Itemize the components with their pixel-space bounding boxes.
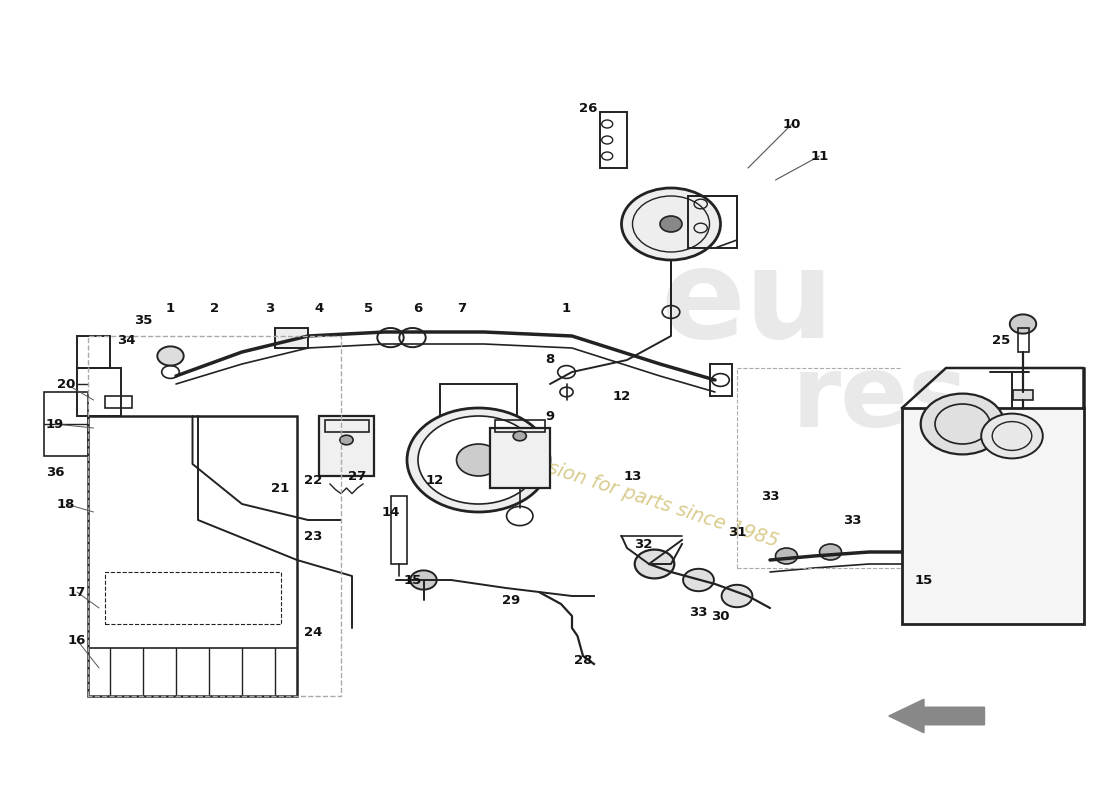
Bar — [275, 328, 308, 348]
Text: 13: 13 — [624, 470, 641, 482]
Text: 33: 33 — [690, 606, 707, 618]
Text: eu: eu — [661, 243, 835, 365]
Circle shape — [418, 416, 539, 504]
Text: 15: 15 — [404, 574, 421, 586]
Circle shape — [776, 548, 798, 564]
Text: 1: 1 — [562, 302, 571, 314]
Text: 4: 4 — [315, 302, 323, 314]
Text: 29: 29 — [503, 594, 520, 606]
Circle shape — [407, 408, 550, 512]
Circle shape — [157, 346, 184, 366]
Circle shape — [340, 435, 353, 445]
Circle shape — [1010, 314, 1036, 334]
Text: 9: 9 — [546, 410, 554, 422]
Text: 25: 25 — [992, 334, 1010, 346]
Circle shape — [921, 394, 1004, 454]
Bar — [688, 196, 737, 248]
Text: 33: 33 — [844, 514, 861, 526]
Bar — [600, 112, 627, 168]
Text: 36: 36 — [46, 466, 64, 478]
Text: 6: 6 — [414, 302, 422, 314]
Bar — [1018, 328, 1028, 352]
Text: 23: 23 — [305, 530, 322, 542]
Circle shape — [635, 550, 674, 578]
Text: 20: 20 — [57, 378, 75, 390]
Text: 22: 22 — [305, 474, 322, 486]
Bar — [77, 368, 121, 416]
Text: 30: 30 — [712, 610, 729, 622]
Circle shape — [456, 444, 501, 476]
Bar — [104, 572, 280, 624]
Text: 35: 35 — [134, 314, 152, 326]
Text: 18: 18 — [57, 498, 75, 510]
Circle shape — [410, 570, 437, 590]
Bar — [77, 336, 110, 368]
Bar — [319, 416, 374, 476]
Text: 5: 5 — [364, 302, 373, 314]
Bar — [324, 420, 369, 432]
Bar — [104, 396, 132, 408]
Text: 12: 12 — [613, 390, 630, 402]
Bar — [495, 420, 544, 432]
Text: 27: 27 — [349, 470, 366, 482]
Bar — [88, 416, 297, 696]
Text: 10: 10 — [783, 118, 801, 130]
Text: 14: 14 — [382, 506, 399, 518]
Text: 8: 8 — [546, 354, 554, 366]
Text: 34: 34 — [118, 334, 135, 346]
Bar — [44, 392, 88, 456]
Text: 32: 32 — [635, 538, 652, 550]
Circle shape — [660, 216, 682, 232]
Text: 3: 3 — [265, 302, 274, 314]
Text: 28: 28 — [574, 654, 592, 666]
Circle shape — [820, 544, 842, 560]
Text: a passion for parts since 1985: a passion for parts since 1985 — [495, 442, 781, 550]
Text: 11: 11 — [811, 150, 828, 162]
Bar — [490, 428, 550, 488]
Text: 17: 17 — [68, 586, 86, 598]
Circle shape — [981, 414, 1043, 458]
Text: 2: 2 — [210, 302, 219, 314]
Text: 21: 21 — [272, 482, 289, 494]
Circle shape — [621, 188, 720, 260]
Text: 31: 31 — [728, 526, 746, 538]
Text: res: res — [792, 351, 968, 449]
FancyArrow shape — [889, 699, 984, 733]
Text: 16: 16 — [68, 634, 86, 646]
Text: 1: 1 — [166, 302, 175, 314]
Bar — [390, 496, 407, 564]
Text: 19: 19 — [46, 418, 64, 430]
Text: 15: 15 — [915, 574, 933, 586]
Circle shape — [683, 569, 714, 591]
Text: 26: 26 — [580, 102, 597, 114]
Bar — [710, 364, 732, 396]
Circle shape — [722, 585, 752, 607]
Text: 7: 7 — [458, 302, 466, 314]
Circle shape — [513, 431, 527, 441]
Bar — [902, 408, 1084, 624]
Text: 33: 33 — [761, 490, 779, 502]
Text: 24: 24 — [305, 626, 322, 638]
Text: 12: 12 — [426, 474, 443, 486]
Bar — [1013, 390, 1033, 400]
